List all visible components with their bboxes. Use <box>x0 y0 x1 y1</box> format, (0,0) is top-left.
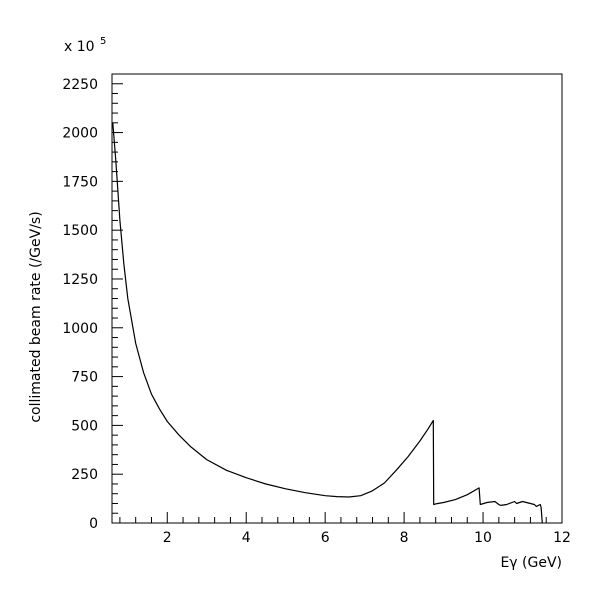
x-axis-title: Eγ (GeV) <box>500 555 562 571</box>
y-tick-label: 0 <box>89 516 98 532</box>
series-layer <box>112 122 543 524</box>
x-tick-label: 10 <box>474 530 492 546</box>
y-tick-label: 2000 <box>62 126 98 142</box>
y-tick-label: 1500 <box>62 223 98 239</box>
plot-area-border <box>111 73 563 524</box>
y-tick-label: 1750 <box>62 174 98 190</box>
y-tick-label: 750 <box>71 370 98 386</box>
y-axis-title: collimated beam rate (/GeV/s) <box>28 211 44 422</box>
y-tick-label: 250 <box>71 467 98 483</box>
y-tick-label: 2250 <box>62 77 98 93</box>
plot-frame <box>111 73 563 524</box>
x-tick-label: 4 <box>242 530 251 546</box>
y-multiplier-exponent: 5 <box>100 36 106 47</box>
x-tick-label: 8 <box>400 530 409 546</box>
tick-labels: 2 4 6 8 10 12 0 250 500 750 1000 1250 1500 1750 2000 22… <box>62 77 571 546</box>
axis-ticks <box>112 73 563 524</box>
series-line <box>112 122 543 524</box>
y-tick-label: 1000 <box>62 321 98 337</box>
y-multiplier-label: x 10 <box>64 39 95 55</box>
y-tick-label: 1250 <box>62 272 98 288</box>
y-tick-label: 500 <box>71 418 98 434</box>
x-tick-label: 12 <box>553 530 571 546</box>
x-tick-label: 2 <box>163 530 172 546</box>
x-tick-label: 6 <box>321 530 330 546</box>
